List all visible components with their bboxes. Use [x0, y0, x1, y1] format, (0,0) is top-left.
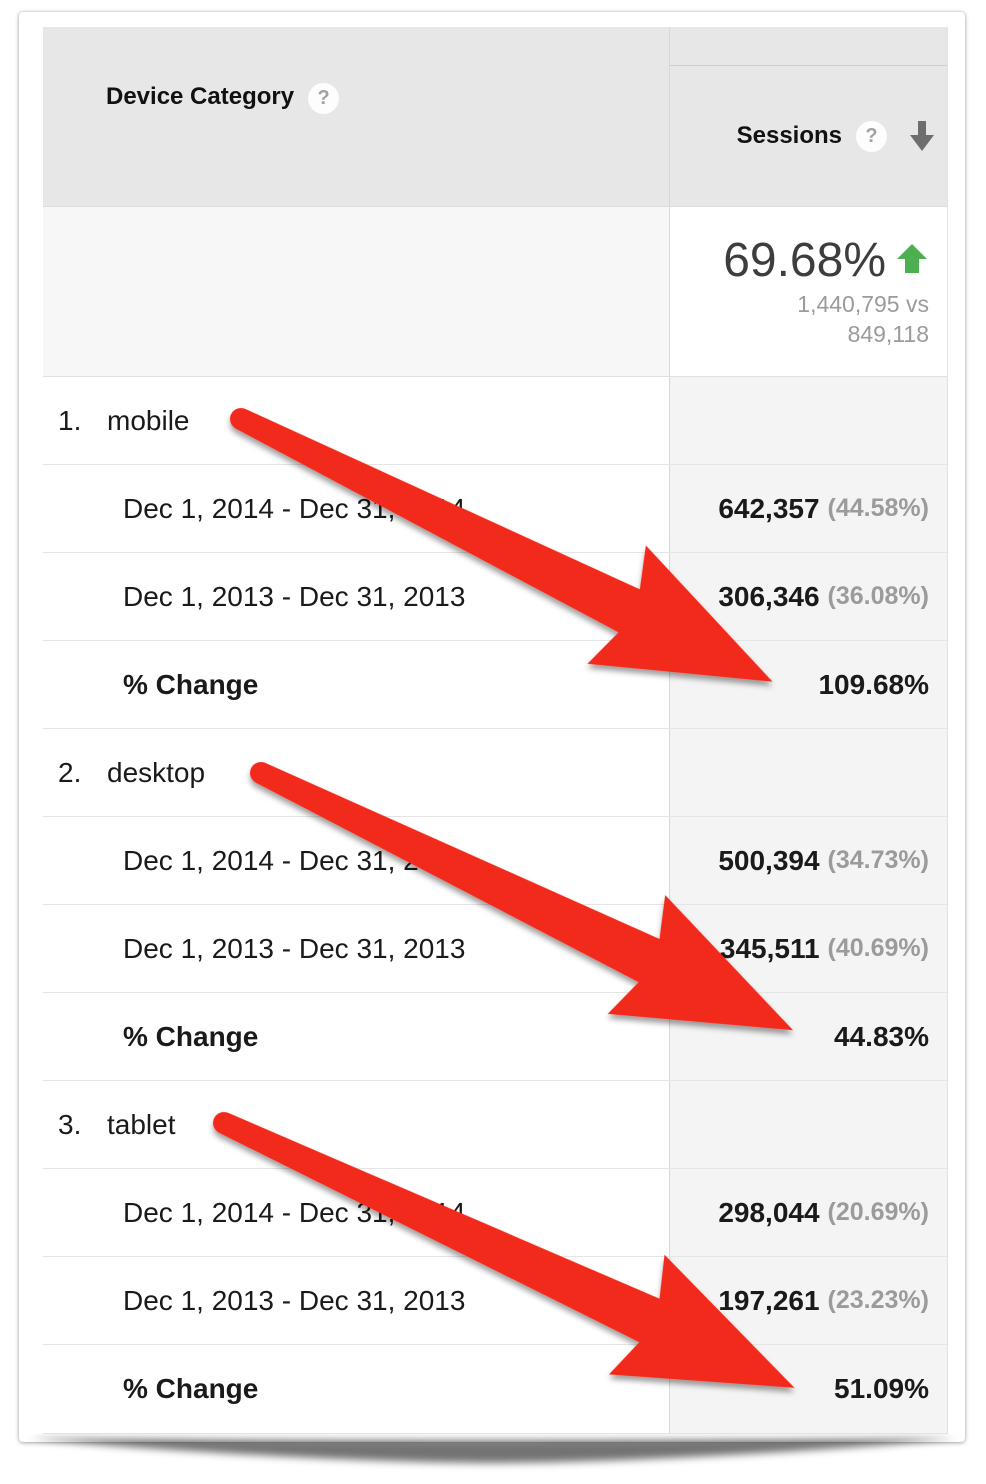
change-row: % Change 109.68% — [43, 641, 947, 729]
metric-help-icon[interactable]: ? — [856, 120, 887, 152]
sessions-share: (44.58%) — [827, 494, 929, 522]
analytics-table-card: Device Category ? Sessions ? 69.68% — [19, 12, 965, 1442]
sessions-value: 298,044 — [718, 1196, 820, 1228]
summary-previous-total: 849,118 — [847, 321, 929, 347]
metric-header-top-strip — [670, 27, 947, 66]
row-rank: 3. — [58, 1108, 82, 1140]
sessions-share: (23.23%) — [827, 1286, 929, 1314]
period-row: Dec 1, 2013 - Dec 31, 2013 345,511 (40.6… — [43, 905, 947, 993]
period-row: Dec 1, 2013 - Dec 31, 2013 197,261 (23.2… — [43, 1257, 947, 1345]
sessions-share: (34.73%) — [827, 846, 929, 874]
date-range-label: Dec 1, 2014 - Dec 31, 2014 — [123, 844, 466, 876]
summary-change-percent: 69.68% — [723, 234, 886, 287]
summary-row: 69.68% 1,440,795 vs 849,118 — [43, 207, 947, 377]
device-category-table: Device Category ? Sessions ? 69.68% — [43, 27, 948, 1434]
category-label: tablet — [107, 1108, 176, 1140]
table-header-row: Device Category ? Sessions ? — [43, 27, 947, 207]
metric-header-cell: Sessions ? — [670, 27, 947, 206]
sessions-share: (20.69%) — [827, 1198, 929, 1226]
sort-descending-icon[interactable] — [909, 120, 935, 152]
change-value: 44.83% — [834, 1020, 929, 1052]
row-rank: 2. — [58, 756, 82, 788]
sessions-value: 197,261 — [718, 1284, 820, 1316]
date-range-label: Dec 1, 2013 - Dec 31, 2013 — [123, 580, 466, 612]
change-label: % Change — [123, 668, 259, 700]
category-row-desktop: 2. desktop — [43, 729, 947, 817]
sessions-value: 345,511 — [719, 932, 820, 964]
category-label: mobile — [107, 404, 190, 436]
period-row: Dec 1, 2013 - Dec 31, 2013 306,346 (36.0… — [43, 553, 947, 641]
sessions-share: (40.69%) — [827, 934, 929, 962]
row-rank: 1. — [58, 404, 82, 436]
date-range-label: Dec 1, 2014 - Dec 31, 2014 — [123, 1196, 466, 1228]
period-row: Dec 1, 2014 - Dec 31, 2014 500,394 (34.7… — [43, 817, 947, 905]
metric-header-main[interactable]: Sessions ? — [670, 66, 947, 206]
summary-current-total: 1,440,795 — [797, 291, 900, 317]
change-label: % Change — [123, 1373, 259, 1404]
sessions-value: 642,357 — [718, 492, 820, 524]
summary-vs-label: vs — [906, 291, 929, 317]
metric-header-label[interactable]: Sessions — [736, 122, 842, 149]
change-value: 51.09% — [834, 1373, 929, 1404]
date-range-label: Dec 1, 2014 - Dec 31, 2014 — [123, 492, 466, 524]
change-value: 109.68% — [818, 668, 929, 700]
sessions-value: 500,394 — [718, 844, 820, 876]
dimension-header-cell: Device Category ? — [43, 27, 671, 206]
category-row-tablet: 3. tablet — [43, 1081, 947, 1169]
summary-empty-cell — [43, 207, 671, 376]
change-label: % Change — [123, 1020, 259, 1052]
dimension-help-icon[interactable]: ? — [308, 83, 340, 114]
change-row: % Change 44.83% — [43, 993, 947, 1081]
trend-up-icon — [895, 233, 929, 289]
date-range-label: Dec 1, 2013 - Dec 31, 2013 — [123, 1284, 466, 1316]
period-row: Dec 1, 2014 - Dec 31, 2014 642,357 (44.5… — [43, 465, 947, 553]
period-row: Dec 1, 2014 - Dec 31, 2014 298,044 (20.6… — [43, 1169, 947, 1257]
dimension-header-label: Device Category — [106, 83, 295, 110]
summary-metric-cell: 69.68% 1,440,795 vs 849,118 — [670, 207, 947, 376]
date-range-label: Dec 1, 2013 - Dec 31, 2013 — [123, 932, 466, 964]
category-label: desktop — [107, 756, 206, 788]
change-row: % Change 51.09% — [43, 1345, 947, 1433]
sessions-share: (36.08%) — [827, 582, 929, 610]
sessions-value: 306,346 — [718, 580, 820, 612]
category-row-mobile: 1. mobile — [43, 377, 947, 465]
